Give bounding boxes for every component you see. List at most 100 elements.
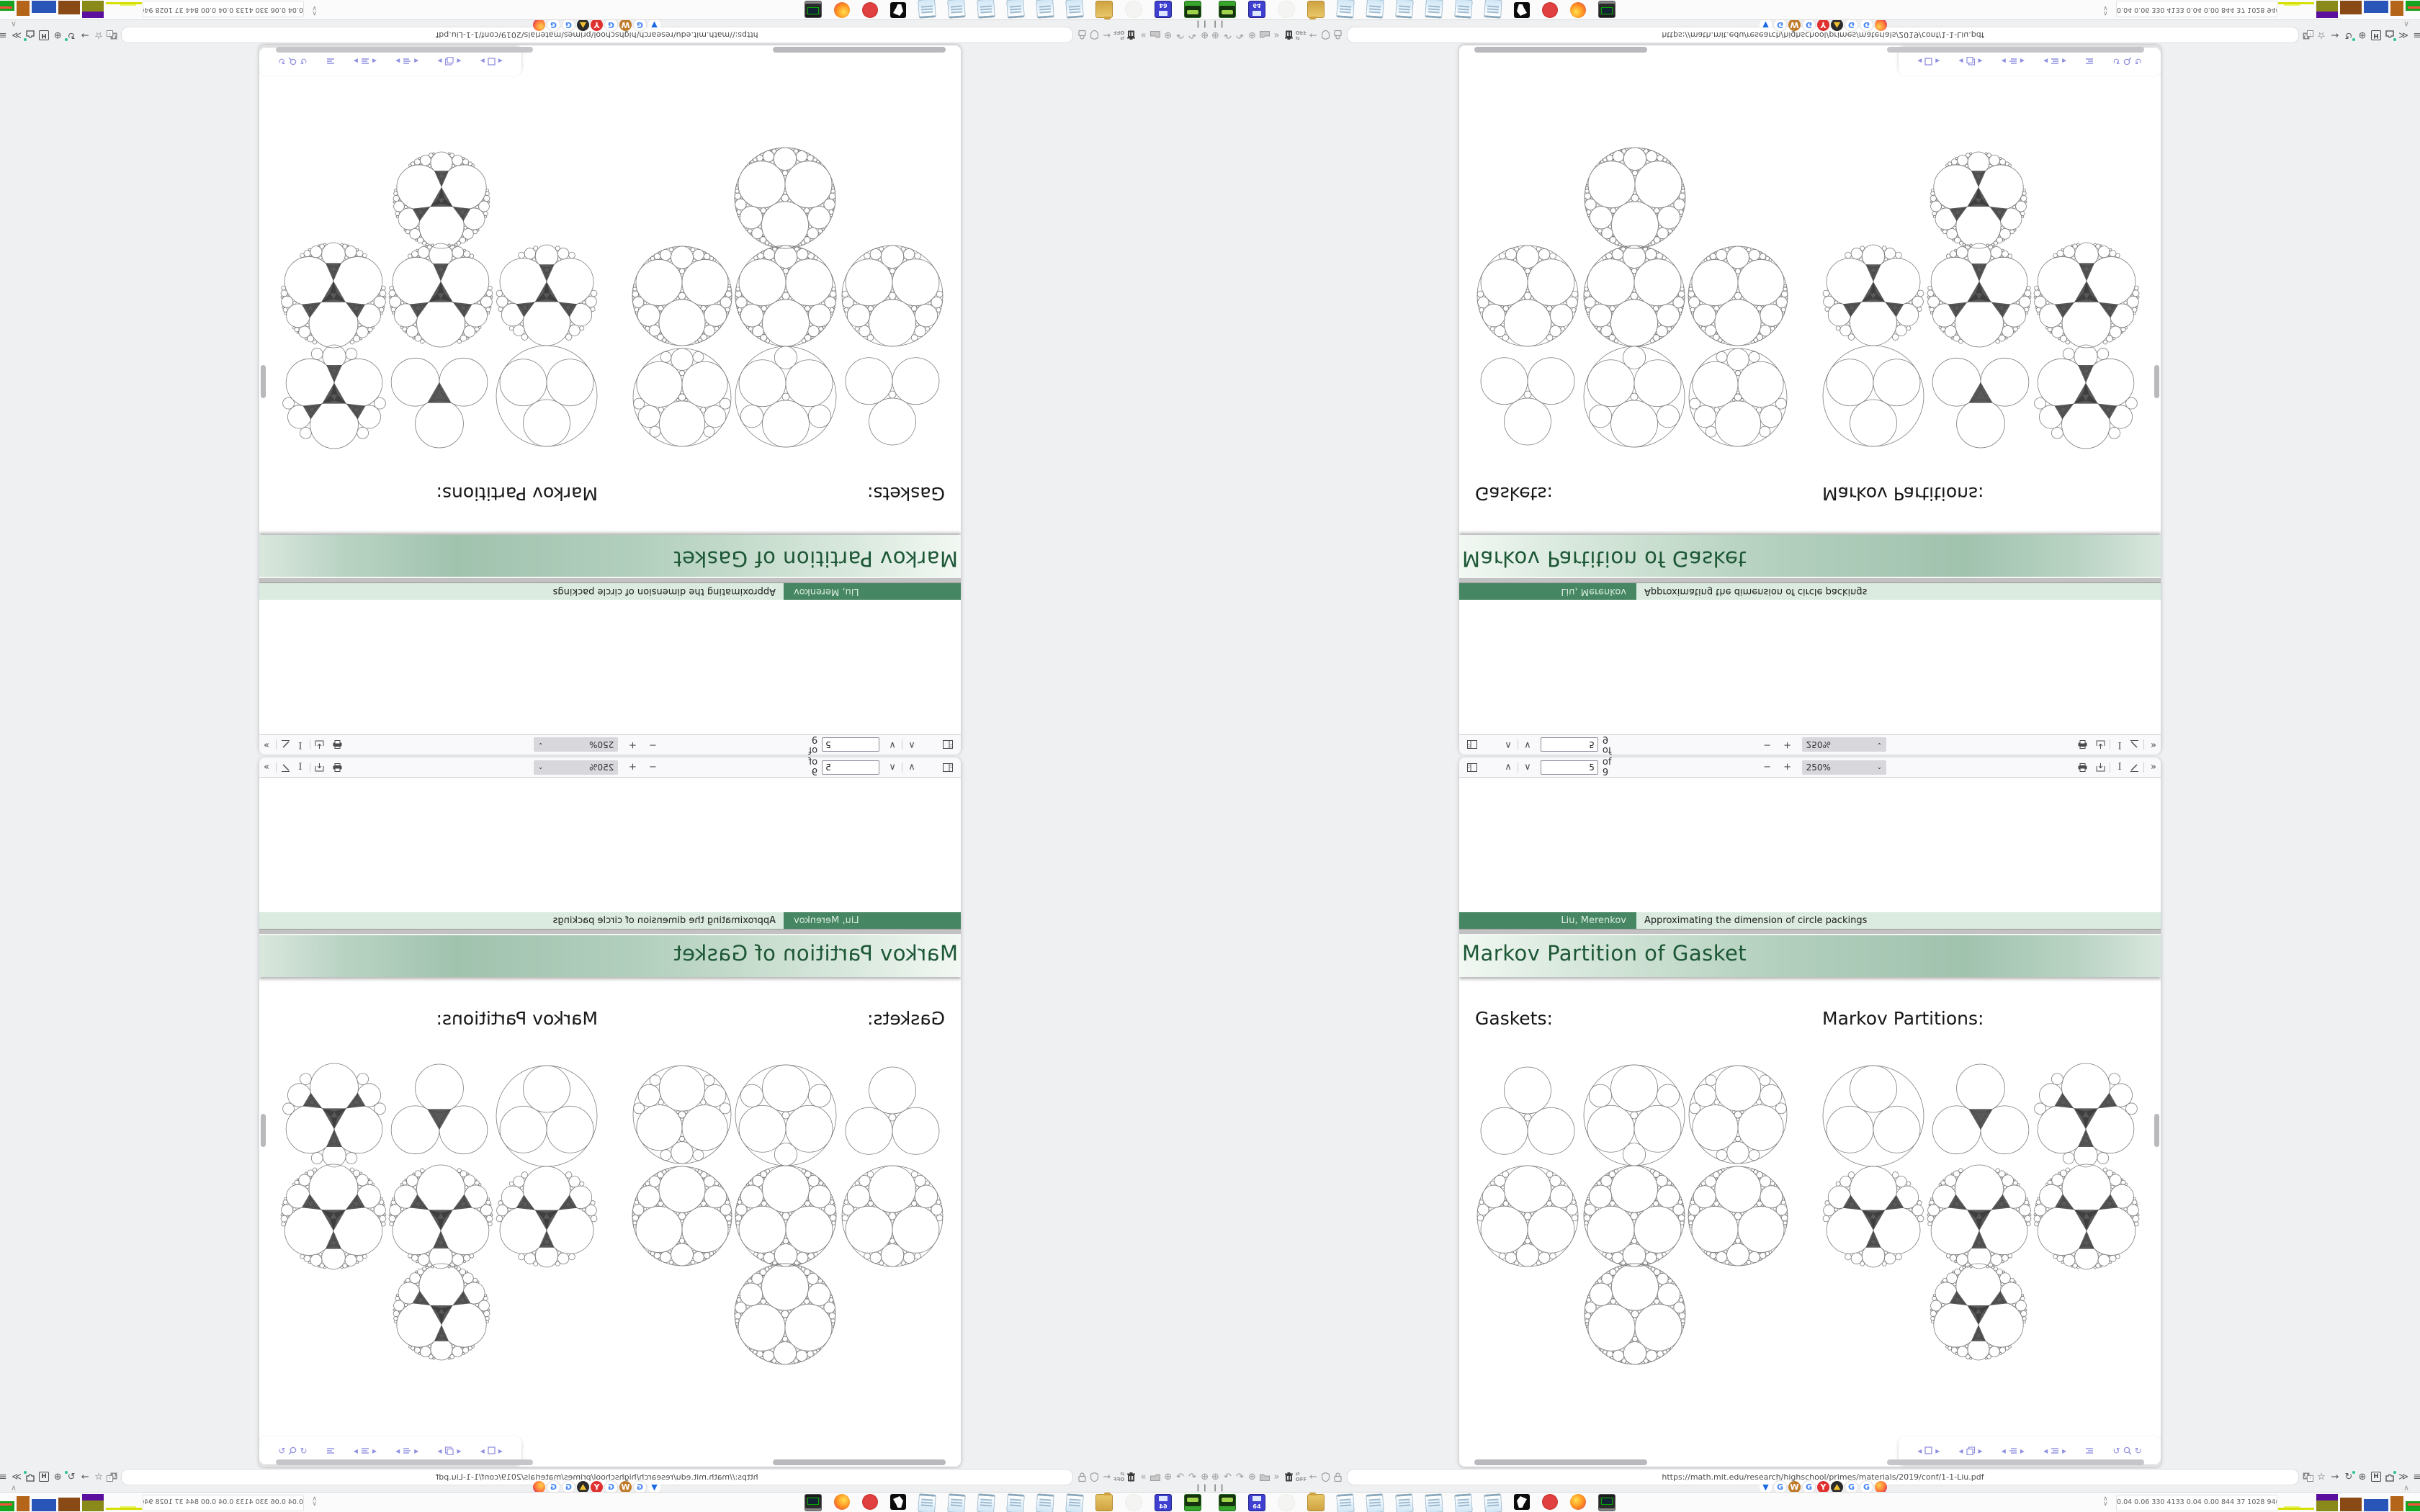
hamburger-menu-icon[interactable]: ≡ (0, 29, 9, 42)
notepad-taskbar-icon[interactable] (1006, 1493, 1025, 1512)
outline-lines-nav-2-icon[interactable]: ◂ ▸ (2043, 56, 2067, 67)
page-up-icon[interactable]: ∧ (1505, 739, 1512, 750)
trash-icon[interactable] (1283, 1470, 1294, 1483)
medal-bronze-favicon[interactable]: W (1788, 1481, 1801, 1493)
floating-annotation-toolbar[interactable]: ◂ ▸ ◂ ▸ ◂ ▸ ◂ ▸ ↺ ↻ (1899, 48, 2161, 76)
folder-yellow-taskbar-icon[interactable] (1095, 1493, 1113, 1511)
trash-icon[interactable] (1283, 29, 1294, 42)
firefox-taskbar-icon[interactable] (834, 2, 850, 18)
yandex-y-favicon[interactable]: Y (591, 19, 603, 31)
globe-dark-icon[interactable]: ⊕ (53, 1471, 62, 1482)
folder-icon[interactable] (1150, 29, 1161, 42)
double-chevron-icon[interactable]: » (1273, 1471, 1280, 1482)
sidebar-toggle-icon[interactable] (941, 760, 955, 775)
zoom-select[interactable]: 250% ⌄ (1801, 760, 1887, 775)
pages-stack-nav-icon[interactable]: ◂ ▸ (437, 1445, 462, 1456)
text-select-icon[interactable]: I (2118, 762, 2122, 773)
undo-arrow-icon[interactable]: ↶ (1224, 30, 1232, 41)
redo-arrow-icon[interactable]: ↷ (1176, 1471, 1184, 1482)
media-player-green-taskbar-icon[interactable] (1219, 1494, 1236, 1511)
faded-disc-taskbar-icon[interactable] (1125, 1494, 1142, 1511)
page-number-input[interactable] (822, 760, 880, 775)
faded-disc-taskbar-icon[interactable] (1278, 1, 1295, 18)
globe-icon[interactable]: ⊕ (1201, 30, 1209, 41)
back-arrow-icon[interactable]: ← (1103, 30, 1111, 41)
globe-icon[interactable]: ⊕ (1211, 1471, 1219, 1482)
notepad-taskbar-icon[interactable] (1395, 1493, 1414, 1512)
back-arrow-icon[interactable]: ← (1309, 1471, 1317, 1482)
undo-search-redo-icon[interactable]: ↺ ↻ (2112, 1445, 2142, 1456)
more-chevrons-icon[interactable]: ≫ (12, 1471, 22, 1482)
outline-lines-nav-icon[interactable]: ◂ ▸ (395, 56, 419, 67)
print-icon[interactable] (331, 760, 345, 775)
page-number-input[interactable] (822, 737, 880, 752)
ink-pen-icon[interactable] (279, 760, 293, 775)
print-icon[interactable] (331, 737, 345, 753)
photo-thumb-favicon[interactable]: ⛰ (577, 19, 589, 31)
vertical-scrollbar-thumb[interactable] (2154, 1114, 2159, 1147)
notepad-taskbar-icon[interactable] (947, 1493, 966, 1512)
zoom-select[interactable]: 250% ⌄ (533, 737, 619, 752)
reload-icon[interactable]: ↻ (2343, 29, 2355, 42)
outline-lines-nav-icon[interactable]: ◂ ▸ (2001, 1445, 2025, 1456)
page-up-icon[interactable]: ∧ (908, 739, 915, 750)
page-up-icon[interactable]: ∧ (1505, 762, 1512, 773)
faded-disc-taskbar-icon[interactable] (1278, 1494, 1295, 1511)
globe-icon[interactable]: ⊕ (1248, 30, 1256, 41)
h-box-icon[interactable]: H (2370, 1470, 2382, 1483)
globe-icon[interactable]: ⊕ (1164, 30, 1172, 41)
vertical-scrollbar-thumb[interactable] (261, 365, 266, 398)
bookmark-star-icon[interactable]: ☆ (2317, 1471, 2326, 1482)
folder-icon[interactable] (1259, 1470, 1270, 1483)
page-square-nav-icon[interactable]: ◂ ▸ (480, 1445, 503, 1456)
horizontal-scrollbar-thumb[interactable] (773, 1459, 946, 1465)
print-icon[interactable] (2075, 737, 2089, 753)
yandex-y-favicon[interactable]: Y (1817, 1481, 1829, 1493)
firefox-taskbar-icon[interactable] (1570, 1494, 1586, 1510)
notepad-taskbar-icon[interactable] (1366, 1493, 1384, 1512)
page-square-nav-icon[interactable]: ◂ ▸ (480, 56, 503, 67)
firefox-orb-favicon[interactable] (1875, 19, 1887, 31)
double-chevron-icon[interactable]: » (1140, 30, 1147, 41)
back-arrow-icon[interactable]: ← (1309, 30, 1317, 41)
stats-expander-icon[interactable]: ∧ ∨ (312, 1495, 317, 1508)
outline-lines-nav-icon[interactable]: ◂ ▸ (395, 1445, 419, 1456)
text-select-icon[interactable]: I (298, 762, 302, 773)
trash-icon[interactable] (1126, 1470, 1137, 1483)
badge-red-taskbar-icon[interactable] (1542, 2, 1558, 18)
off-switch-icon[interactable]: ⇄ OFF (1295, 1471, 1307, 1482)
zoom-in-icon[interactable]: + (628, 762, 637, 773)
forward-arrow-icon[interactable]: → (81, 1471, 89, 1482)
sidebar-toggle-icon[interactable] (1465, 760, 1479, 775)
floppy-64-taskbar-icon[interactable]: 64 (1248, 1, 1265, 18)
medal-bronze-favicon[interactable]: W (619, 19, 632, 31)
pdf-page-view[interactable]: Liu, Merenkov Approximating the dimensio… (259, 45, 961, 734)
more-chevrons-icon[interactable]: ≫ (12, 30, 22, 41)
floating-annotation-toolbar[interactable]: ◂ ▸ ◂ ▸ ◂ ▸ ◂ ▸ ↺ ↻ (259, 48, 521, 76)
outline-lines-nav-icon[interactable]: ◂ ▸ (2001, 56, 2025, 67)
more-tools-icon[interactable]: » (2151, 739, 2156, 750)
zoom-in-icon[interactable]: + (1783, 739, 1792, 750)
stats-expander-icon[interactable]: ∧ ∨ (2103, 1495, 2108, 1508)
text-select-icon[interactable]: I (2118, 739, 2122, 750)
globe-dark-icon[interactable]: ⊕ (2358, 1471, 2367, 1482)
more-tools-icon[interactable]: » (264, 739, 269, 750)
redo-arrow-icon[interactable]: ↷ (1236, 1471, 1244, 1482)
horizontal-scrollbar-thumb[interactable] (773, 47, 946, 53)
zoom-in-icon[interactable]: + (1783, 762, 1792, 773)
print-icon[interactable] (2075, 760, 2089, 775)
vertical-scrollbar-thumb[interactable] (261, 1114, 266, 1147)
page-square-nav-icon[interactable]: ◂ ▸ (1917, 1445, 1940, 1456)
translate-icon[interactable]: A? (2302, 1470, 2313, 1483)
zoom-in-icon[interactable]: + (628, 739, 637, 750)
folder-icon[interactable] (1150, 1470, 1161, 1483)
firefox-orb-favicon[interactable] (1875, 1481, 1887, 1493)
ink-pen-icon[interactable] (279, 737, 293, 753)
globe-dark-icon[interactable]: ⊕ (2358, 30, 2367, 41)
outline-lines-nav-2-icon[interactable]: ◂ ▸ (353, 1445, 377, 1456)
zoom-out-icon[interactable]: − (648, 739, 657, 750)
folder-yellow-taskbar-icon[interactable] (1307, 1, 1325, 19)
collapse-chevron-icon[interactable]: ∧ (2403, 1483, 2410, 1493)
horizontal-scrollbar-thumb[interactable] (1474, 1459, 1647, 1465)
firefox-taskbar-icon[interactable] (1570, 2, 1586, 18)
